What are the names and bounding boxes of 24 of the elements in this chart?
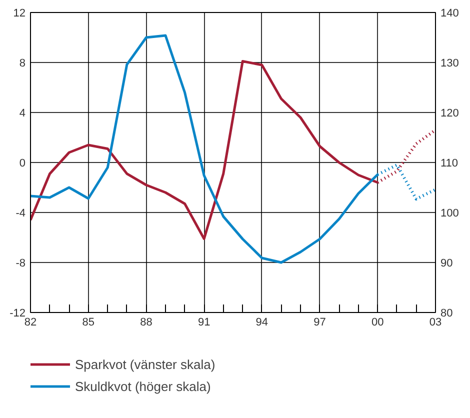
x-tick-label: 82 <box>24 316 37 328</box>
y2-tick-label: 110 <box>440 158 458 170</box>
x-tick-label: 91 <box>198 316 210 328</box>
y2-tick-label: 80 <box>440 308 453 320</box>
y-tick-label: -12 <box>10 308 26 320</box>
y2-tick-label: 90 <box>440 258 453 270</box>
y-tick-label: 8 <box>19 58 26 70</box>
y-tick-label: 4 <box>19 108 26 120</box>
y2-tick-label: 140 <box>440 8 459 20</box>
x-tick-label: 97 <box>314 316 326 328</box>
legend-label: Skuldkvot (höger skala) <box>75 378 211 394</box>
legend-label: Sparkvot (vänster skala) <box>75 356 216 372</box>
y2-tick-label: 130 <box>440 58 459 70</box>
x-tick-label: 94 <box>256 316 268 328</box>
y-tick-label: 0 <box>19 158 26 170</box>
y2-tick-label: 100 <box>440 208 459 220</box>
x-tick-label: 00 <box>372 316 384 328</box>
x-tick-label: 85 <box>82 316 94 328</box>
x-tick-label: 03 <box>429 316 442 328</box>
y-tick-label: 12 <box>13 8 26 20</box>
y2-tick-label: 120 <box>440 108 459 120</box>
x-tick-label: 88 <box>140 316 152 328</box>
y-tick-label: -4 <box>16 208 26 220</box>
y-tick-label: -8 <box>16 258 26 270</box>
